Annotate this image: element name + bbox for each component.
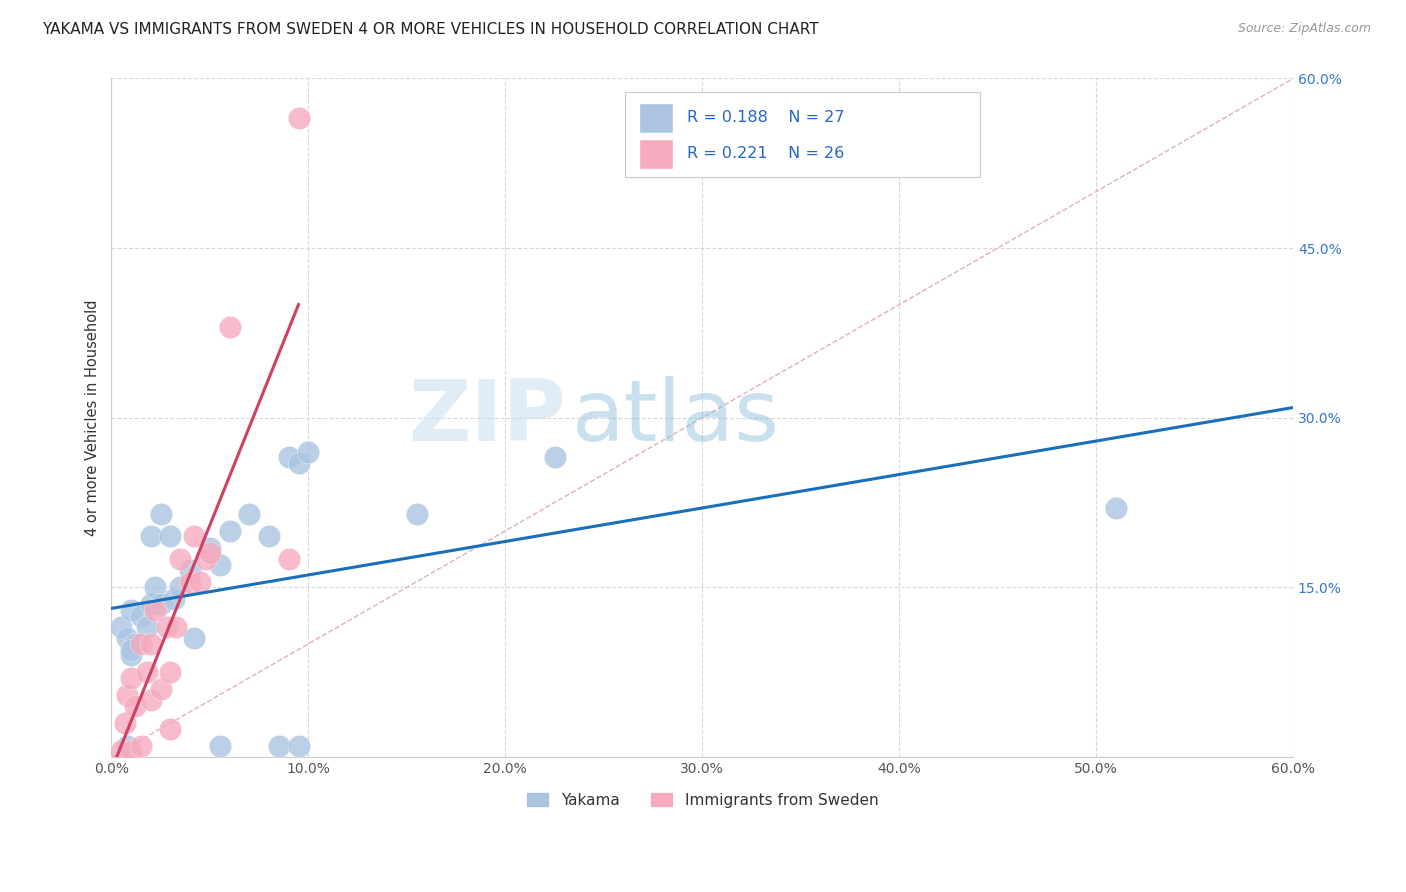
- Point: [143, 580, 166, 594]
- Point: [115, 631, 138, 645]
- Point: [208, 558, 231, 572]
- Point: [208, 739, 231, 753]
- FancyBboxPatch shape: [640, 139, 672, 169]
- Point: [120, 648, 142, 663]
- Point: [163, 591, 186, 606]
- Point: [110, 744, 132, 758]
- Point: [405, 507, 427, 521]
- Text: atlas: atlas: [572, 376, 780, 459]
- Point: [238, 507, 260, 521]
- Point: [155, 620, 177, 634]
- Point: [149, 507, 172, 521]
- Point: [183, 631, 205, 645]
- Point: [194, 552, 217, 566]
- Point: [169, 552, 191, 566]
- Point: [277, 552, 299, 566]
- Point: [139, 637, 162, 651]
- Point: [267, 739, 290, 753]
- Point: [169, 580, 191, 594]
- Point: [183, 529, 205, 543]
- FancyBboxPatch shape: [640, 103, 672, 133]
- Point: [188, 574, 211, 589]
- Point: [129, 608, 152, 623]
- Point: [139, 693, 162, 707]
- Point: [139, 529, 162, 543]
- Point: [218, 524, 240, 538]
- Point: [143, 603, 166, 617]
- Point: [198, 541, 221, 555]
- Point: [139, 597, 162, 611]
- Point: [129, 739, 152, 753]
- Point: [1105, 501, 1128, 516]
- Point: [110, 620, 132, 634]
- Legend: Yakama, Immigrants from Sweden: Yakama, Immigrants from Sweden: [520, 786, 884, 814]
- Point: [287, 111, 309, 125]
- Text: ZIP: ZIP: [409, 376, 567, 459]
- Point: [120, 671, 142, 685]
- Point: [135, 665, 157, 680]
- Point: [149, 597, 172, 611]
- Point: [543, 450, 565, 465]
- Y-axis label: 4 or more Vehicles in Household: 4 or more Vehicles in Household: [86, 300, 100, 536]
- Point: [124, 637, 146, 651]
- Point: [159, 665, 181, 680]
- Point: [165, 620, 187, 634]
- Point: [179, 574, 201, 589]
- Point: [120, 744, 142, 758]
- Point: [114, 716, 136, 731]
- Point: [287, 739, 309, 753]
- Point: [257, 529, 280, 543]
- Point: [129, 637, 152, 651]
- Point: [149, 682, 172, 697]
- FancyBboxPatch shape: [626, 92, 980, 177]
- Point: [287, 456, 309, 470]
- Text: R = 0.221    N = 26: R = 0.221 N = 26: [688, 146, 844, 161]
- Text: Source: ZipAtlas.com: Source: ZipAtlas.com: [1237, 22, 1371, 36]
- Point: [115, 739, 138, 753]
- Point: [115, 688, 138, 702]
- Text: R = 0.188    N = 27: R = 0.188 N = 27: [688, 111, 845, 126]
- Point: [124, 699, 146, 714]
- Point: [135, 620, 157, 634]
- Point: [159, 529, 181, 543]
- Point: [179, 563, 201, 577]
- Point: [297, 444, 319, 458]
- Point: [218, 320, 240, 334]
- Point: [198, 546, 221, 560]
- Point: [120, 642, 142, 657]
- Point: [159, 722, 181, 736]
- Point: [277, 450, 299, 465]
- Text: YAKAMA VS IMMIGRANTS FROM SWEDEN 4 OR MORE VEHICLES IN HOUSEHOLD CORRELATION CHA: YAKAMA VS IMMIGRANTS FROM SWEDEN 4 OR MO…: [42, 22, 818, 37]
- Point: [120, 603, 142, 617]
